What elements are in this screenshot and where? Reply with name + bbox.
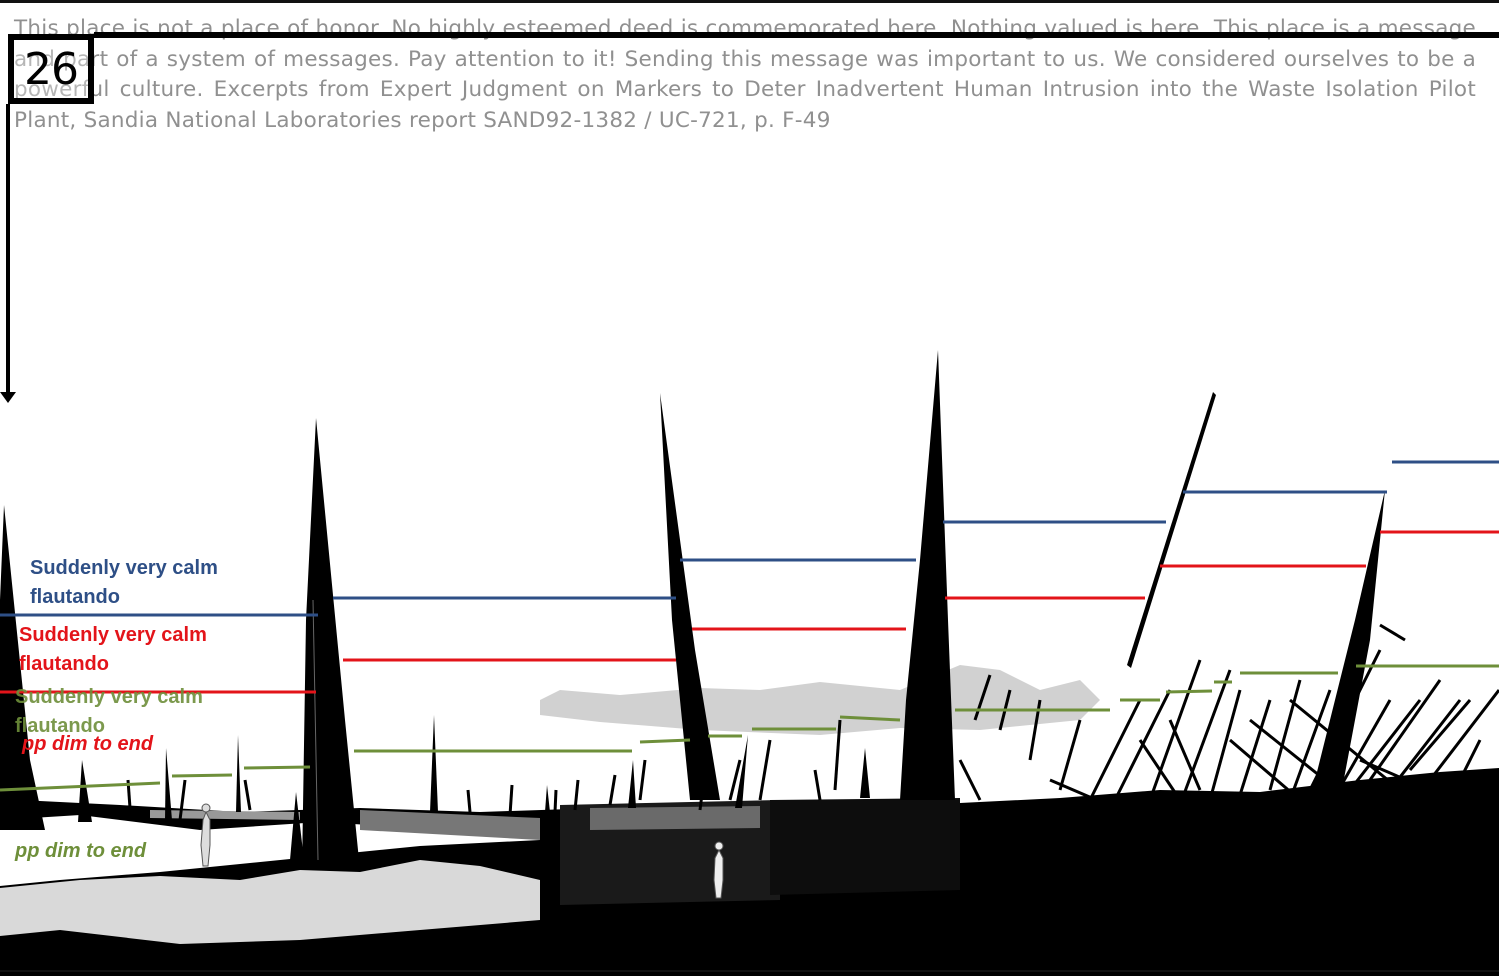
green-lines: [0, 664, 1499, 792]
bottom-rule: [0, 970, 1499, 972]
green-dynamic-marking: pp dim to end: [15, 840, 147, 862]
spike-second: [302, 418, 360, 870]
green-instruction: Suddenly very calm flautando: [15, 686, 203, 737]
spike-leaning: [1127, 392, 1216, 668]
blue-instruction: Suddenly very calm flautando: [30, 557, 218, 608]
top-frame-bar: [94, 32, 1499, 38]
spike-tallest: [900, 350, 955, 800]
blue-lines: [0, 460, 1499, 617]
distant-spikes: [78, 715, 870, 860]
red-instruction: Suddenly very calm flautando: [19, 624, 207, 675]
arrow-shaft: [6, 104, 10, 392]
page-number-box: 26: [8, 34, 94, 104]
spike-right: [1310, 490, 1385, 800]
page-number: 26: [24, 44, 79, 95]
horizon-texture: [0, 665, 1499, 976]
spike-left-edge: [0, 505, 45, 830]
red-lines: [0, 530, 1499, 694]
figures: [200, 803, 724, 899]
red-dynamic-marking: pp dim to end: [22, 733, 154, 755]
arrow-down-icon: [0, 392, 16, 403]
top-rule: [0, 0, 1499, 3]
